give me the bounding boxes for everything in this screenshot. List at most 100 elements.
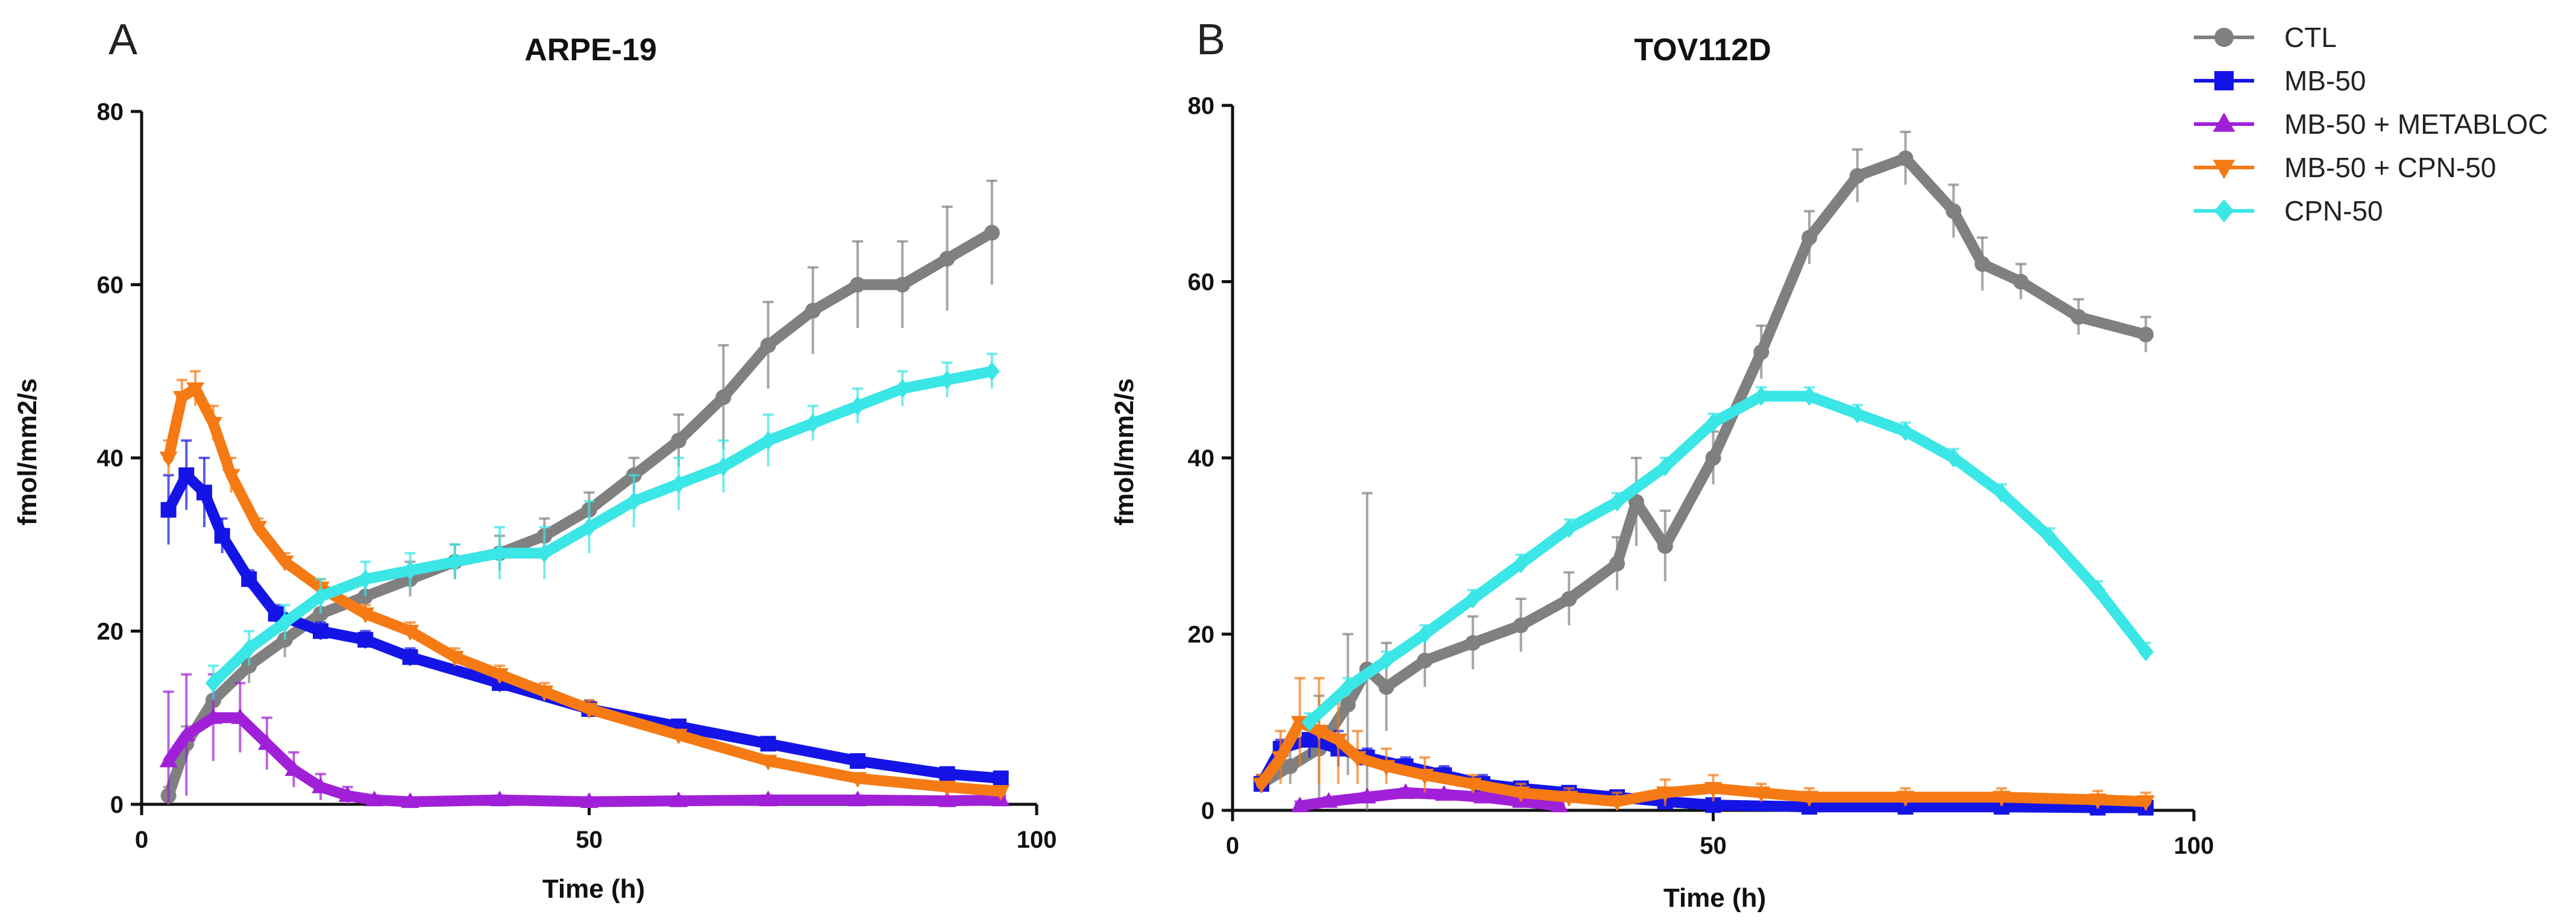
data-point: [1560, 790, 1579, 807]
series-line: [163, 383, 1007, 797]
data-point: [1993, 790, 2011, 807]
data-point: [1463, 777, 1482, 793]
chart-title-a: ARPE-19: [524, 33, 657, 67]
data-point: [1340, 677, 1356, 696]
y-tick-label-b: 40: [1188, 445, 1215, 472]
series-line: [1294, 787, 1565, 812]
data-point: [2090, 580, 2106, 599]
data-point: [715, 389, 732, 405]
data-point: [1800, 790, 1818, 807]
data-point: [671, 433, 686, 449]
data-point: [1753, 344, 1770, 360]
data-point: [1310, 724, 1328, 740]
data-point: [670, 791, 688, 807]
panel-letter-a: A: [108, 16, 137, 64]
data-point: [1358, 787, 1377, 804]
x-tick-label-a: 0: [135, 827, 148, 853]
data-point: [1704, 782, 1723, 798]
data-point: [160, 502, 177, 518]
data-point: [1550, 796, 1569, 813]
data-point: [1849, 168, 1865, 184]
data-point: [214, 528, 230, 544]
data-point: [849, 772, 867, 788]
panel-a: A ARPE-19 Time (h) fmol/mm2/s 0204060800…: [13, 16, 1057, 904]
legend-label: MB-50 + CPN-50: [2284, 152, 2496, 183]
data-point: [2138, 642, 2154, 662]
data-point: [357, 631, 374, 648]
data-point: [1896, 790, 1915, 807]
data-point: [580, 702, 598, 719]
data-point: [849, 790, 867, 807]
data-point: [402, 649, 418, 665]
data-point: [850, 396, 865, 416]
data-point: [1753, 387, 1770, 406]
y-tick-label-a: 0: [110, 792, 124, 818]
legend-item-mb-50-cpn-50: MB-50 + CPN-50: [2194, 152, 2496, 183]
data-point: [1657, 538, 1673, 554]
series-line: [1304, 390, 2152, 728]
legend-marker: [2213, 160, 2235, 180]
legend-marker: [2213, 112, 2235, 132]
data-point: [338, 786, 357, 803]
data-point: [760, 337, 776, 354]
data-point: [1473, 787, 1492, 804]
data-point: [1513, 554, 1529, 574]
y-tick-label-a: 40: [97, 445, 124, 472]
data-point: [159, 451, 178, 468]
data-point: [313, 623, 328, 639]
data-point: [984, 361, 1000, 381]
data-point: [365, 790, 384, 807]
legend-item-cpn-50: CPN-50: [2194, 195, 2383, 227]
data-point: [257, 734, 276, 750]
data-point: [196, 484, 212, 501]
data-point: [1378, 651, 1395, 670]
y-tick-label-a: 80: [97, 99, 124, 125]
data-point: [805, 413, 821, 433]
data-point: [445, 651, 464, 667]
data-point: [805, 302, 821, 319]
data-point: [1897, 150, 1914, 166]
data-point: [172, 390, 191, 407]
data-point: [1994, 483, 2009, 503]
data-point: [1974, 256, 1991, 272]
x-tick-label-b: 0: [1226, 833, 1239, 859]
y-tick-label-b: 80: [1188, 93, 1215, 119]
data-point: [241, 571, 257, 587]
data-point: [275, 555, 294, 572]
data-point: [1561, 519, 1577, 538]
data-point: [938, 780, 957, 796]
data-point: [1752, 786, 1771, 803]
data-point: [2138, 327, 2154, 343]
data-point: [1329, 733, 1348, 749]
data-point: [1465, 589, 1481, 609]
data-point: [1301, 713, 1318, 732]
data-point: [1656, 786, 1674, 803]
data-point: [1628, 494, 1644, 510]
series-a-cpn-50: [205, 352, 1000, 701]
data-point: [938, 791, 957, 807]
data-point: [1282, 758, 1298, 774]
legend-marker: [2214, 28, 2234, 47]
data-point: [993, 770, 1009, 786]
data-point: [1396, 783, 1415, 799]
data-point: [447, 552, 463, 572]
data-point: [2137, 795, 2155, 811]
plot-area-a: 0 20 40 60 80 0 50 100: [97, 99, 1057, 853]
x-axis-label-b: Time (h): [1663, 883, 1766, 913]
legend-item-ctl: CTL: [2194, 22, 2337, 53]
data-point: [186, 382, 205, 398]
data-point: [671, 474, 686, 493]
data-point: [492, 543, 507, 563]
panel-b: B TOV112D Time (h) fmol/mm2/s 0204060800…: [1110, 16, 2214, 913]
data-point: [939, 766, 955, 782]
data-point: [1608, 795, 1626, 811]
chart-title-b: TOV112D: [1634, 33, 1771, 67]
data-point: [580, 792, 598, 809]
data-point: [939, 371, 955, 390]
data-point: [850, 753, 865, 769]
data-point: [402, 561, 418, 580]
data-point: [1705, 450, 1721, 466]
plot-area-b: 0 20 40 60 80 0 50 100: [1188, 93, 2214, 859]
data-point: [1609, 555, 1625, 572]
legend-marker: [2214, 71, 2234, 90]
